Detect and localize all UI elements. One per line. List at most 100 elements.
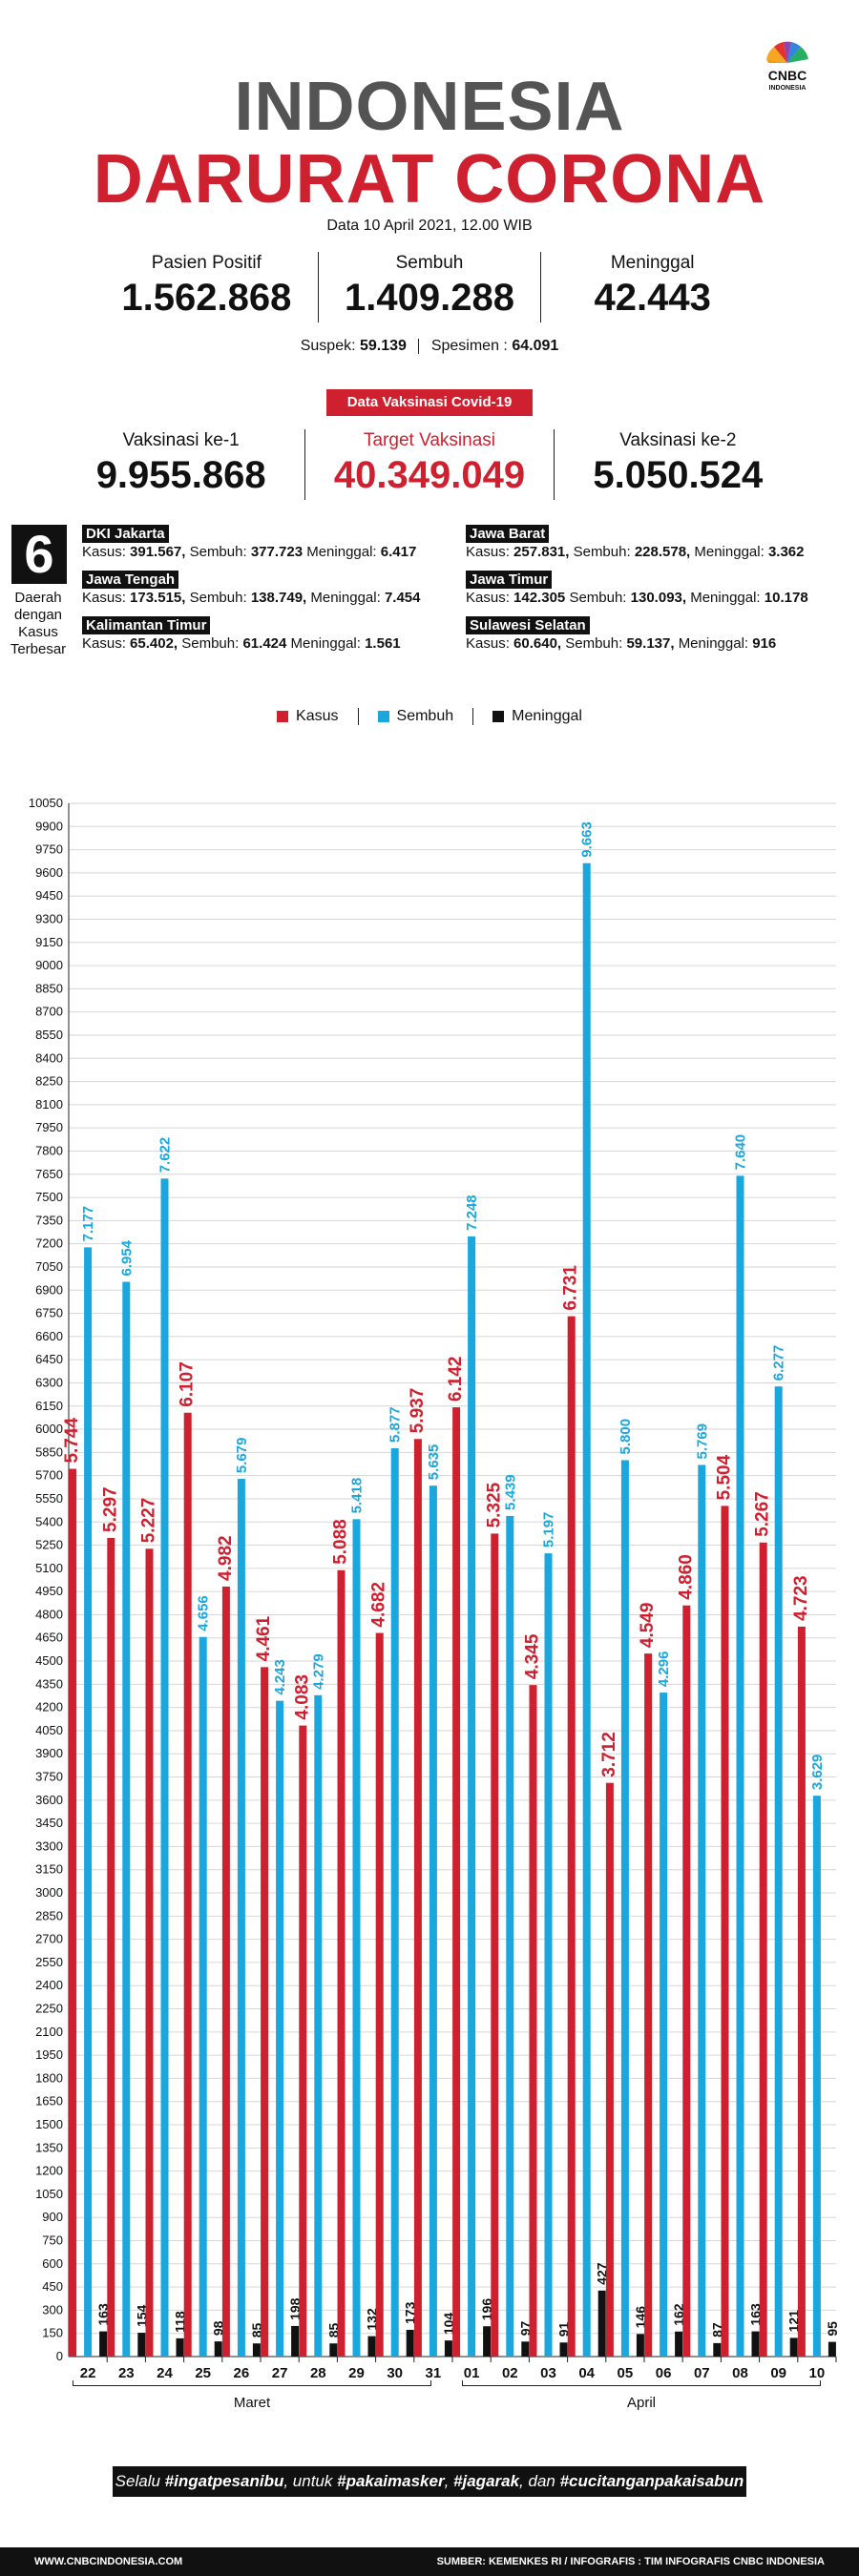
data-label-kasus: 5.325	[484, 1482, 504, 1527]
y-tick-label: 1950	[35, 2047, 63, 2062]
y-tick-label: 9600	[35, 865, 63, 880]
y-tick-label: 7500	[35, 1190, 63, 1204]
bar-sembuh	[160, 1178, 169, 2357]
bar-meninggal	[789, 2337, 798, 2357]
bar-kasus	[682, 1605, 691, 2357]
y-tick-label: 10050	[29, 796, 63, 810]
y-tick-label: 7800	[35, 1143, 63, 1157]
data-label-sembuh: 5.197	[541, 1512, 557, 1548]
bar-meninggal	[751, 2331, 760, 2357]
data-label-sembuh: 7.640	[733, 1134, 749, 1171]
bar-sembuh	[84, 1247, 93, 2357]
y-tick-label: 4350	[35, 1676, 63, 1691]
x-tick-label: 02	[502, 2365, 518, 2381]
y-tick-label: 5700	[35, 1468, 63, 1483]
month-label-april: April	[626, 2395, 656, 2411]
region-item: DKI Jakarta Kasus: 391.567, Sembuh: 377.…	[82, 525, 417, 560]
y-tick-label: 1650	[35, 2094, 63, 2109]
data-label-meninggal: 104	[441, 2313, 456, 2336]
bar-sembuh	[506, 1515, 514, 2357]
data-label-sembuh: 6.277	[771, 1345, 787, 1381]
data-label-meninggal: 97	[517, 2321, 533, 2337]
y-tick-label: 5550	[35, 1491, 63, 1506]
y-tick-label: 5250	[35, 1538, 63, 1552]
y-tick-label: 8100	[35, 1097, 63, 1111]
bar-kasus	[605, 1782, 614, 2357]
y-tick-label: 2400	[35, 1978, 63, 1992]
y-tick-label: 150	[42, 2326, 63, 2340]
bar-kasus	[529, 1685, 537, 2357]
data-label-meninggal: 95	[825, 2321, 840, 2337]
bar-sembuh	[660, 1693, 668, 2357]
y-tick-label: 9150	[35, 935, 63, 949]
data-label-sembuh: 7.622	[157, 1137, 174, 1174]
cnbc-logo: CNBC INDONESIA	[766, 41, 808, 92]
bar-meninggal	[713, 2342, 722, 2357]
data-label-meninggal: 91	[556, 2321, 572, 2337]
y-tick-label: 8250	[35, 1074, 63, 1089]
region-caption: Daerah dengan Kasus Terbesar	[10, 590, 67, 657]
bar-kasus	[337, 1569, 346, 2357]
y-tick-label: 7650	[35, 1167, 63, 1181]
bar-meninggal	[329, 2343, 338, 2357]
data-label-meninggal: 198	[287, 2297, 303, 2320]
bar-sembuh	[468, 1236, 476, 2357]
legend-item-kasus: Kasus	[258, 708, 357, 725]
legend-item-sembuh: Sembuh	[357, 708, 473, 725]
x-tick-label: 29	[348, 2365, 365, 2381]
data-label-sembuh: 5.769	[694, 1423, 710, 1460]
dose1-label: Vaksinasi ke-1	[122, 430, 240, 450]
y-tick-label: 0	[56, 2349, 63, 2363]
data-date: Data 10 April 2021, 12.00 WIB	[326, 218, 533, 234]
y-tick-label: 4500	[35, 1653, 63, 1668]
divider	[418, 338, 420, 354]
y-tick-label: 450	[42, 2279, 63, 2294]
x-tick-label: 10	[809, 2365, 826, 2381]
y-tick-label: 5400	[35, 1514, 63, 1528]
data-label-meninggal: 87	[709, 2322, 724, 2337]
data-label-sembuh: 7.177	[80, 1206, 96, 1242]
bar-meninggal	[559, 2342, 568, 2357]
data-label-kasus: 4.345	[523, 1633, 543, 1679]
data-label-sembuh: 4.279	[310, 1653, 326, 1690]
data-label-meninggal: 146	[633, 2306, 648, 2329]
data-label-sembuh: 5.679	[234, 1438, 250, 1474]
deaths-label: Meninggal	[610, 253, 695, 273]
bar-sembuh	[544, 1553, 553, 2357]
bar-kasus	[145, 1548, 154, 2357]
daily-cases-bar-chart: 0 150 300 450 600 750 900 1050 1200 1350 1500 1650 1…	[29, 796, 840, 2381]
specimen-label: Spesimen :	[430, 338, 508, 354]
y-tick-label: 7950	[35, 1120, 63, 1134]
x-tick-label: 07	[694, 2365, 710, 2381]
y-tick-label: 3150	[35, 1862, 63, 1877]
bar-meninggal	[406, 2329, 414, 2357]
deaths-stat: Meninggal 42.443	[540, 252, 764, 322]
suspect-specimen-line: Suspek: 59.139 Spesimen : 64.091	[0, 338, 859, 355]
y-tick-label: 6600	[35, 1329, 63, 1343]
bar-meninggal	[99, 2331, 108, 2357]
positive-stat: Pasien Positif 1.562.868	[95, 252, 318, 322]
data-label-kasus: 5.937	[408, 1388, 428, 1434]
bar-meninggal	[137, 2333, 146, 2357]
bar-kasus	[107, 1537, 115, 2357]
data-label-kasus: 5.744	[62, 1418, 82, 1464]
bar-meninggal	[597, 2290, 606, 2357]
data-label-kasus: 5.297	[100, 1486, 120, 1532]
bar-kasus	[491, 1533, 499, 2357]
y-tick-label: 600	[42, 2256, 63, 2271]
data-label-kasus: 4.860	[676, 1554, 696, 1600]
region-item: Jawa Barat Kasus: 257.831, Sembuh: 228.5…	[466, 525, 805, 560]
region-name: DKI Jakarta	[82, 525, 169, 543]
data-label-meninggal: 427	[595, 2262, 610, 2285]
data-label-kasus: 4.461	[254, 1615, 274, 1661]
vaccination-badge: Data Vaksinasi Covid-19	[326, 389, 533, 416]
bar-sembuh	[390, 1447, 399, 2357]
x-tick-label: 03	[540, 2365, 556, 2381]
data-label-kasus: 5.504	[715, 1454, 735, 1500]
x-tick-label: 04	[578, 2365, 595, 2381]
y-tick-label: 9300	[35, 911, 63, 925]
data-label-meninggal: 173	[403, 2301, 418, 2324]
bar-sembuh	[698, 1465, 706, 2357]
health-slogan: Selalu #ingatpesanibu, untuk #pakaimaske…	[113, 2466, 746, 2497]
y-tick-label: 3000	[35, 1885, 63, 1900]
